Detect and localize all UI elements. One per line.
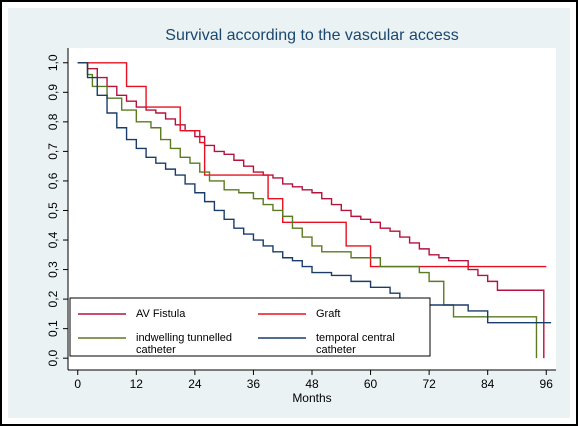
x-axis-title: Months <box>292 391 331 405</box>
legend-label: temporal central catheter <box>316 332 395 356</box>
x-tick-label: 24 <box>188 377 202 391</box>
y-tick-label: 0,7 <box>46 143 60 160</box>
survival-line <box>77 62 538 359</box>
x-tick-label: 84 <box>481 377 495 391</box>
x-tick-label: 72 <box>422 377 436 391</box>
survival-line <box>77 62 552 324</box>
chart-title: Survival according to the vascular acces… <box>165 27 458 44</box>
y-tick-label: 0,6 <box>46 172 60 189</box>
x-tick-label: 12 <box>130 377 144 391</box>
survival-line <box>77 62 545 359</box>
legend-label: AV Fistula <box>136 308 186 320</box>
y-tick-label: 0,3 <box>46 261 60 278</box>
y-tick-label: 0,5 <box>46 202 60 219</box>
y-tick-label: 0,8 <box>46 113 60 130</box>
legend-label: Graft <box>316 308 341 320</box>
y-tick-label: 0,1 <box>46 320 60 337</box>
y-tick-label: 0,4 <box>46 231 60 248</box>
survival-line <box>77 62 547 268</box>
legend-label: indwelling tunnelled catheter <box>136 332 233 356</box>
x-tick-label: 48 <box>305 377 319 391</box>
x-tick-label: 0 <box>74 377 81 391</box>
y-tick-label: 0,9 <box>46 84 60 101</box>
x-tick-label: 36 <box>247 377 261 391</box>
y-tick-label: 1,0 <box>46 54 60 71</box>
legend-box <box>69 297 431 357</box>
x-tick-label: 60 <box>364 377 378 391</box>
y-tick-label: 0,2 <box>46 290 60 307</box>
x-tick-label: 96 <box>540 377 554 391</box>
y-tick-label: 0,0 <box>46 350 60 367</box>
